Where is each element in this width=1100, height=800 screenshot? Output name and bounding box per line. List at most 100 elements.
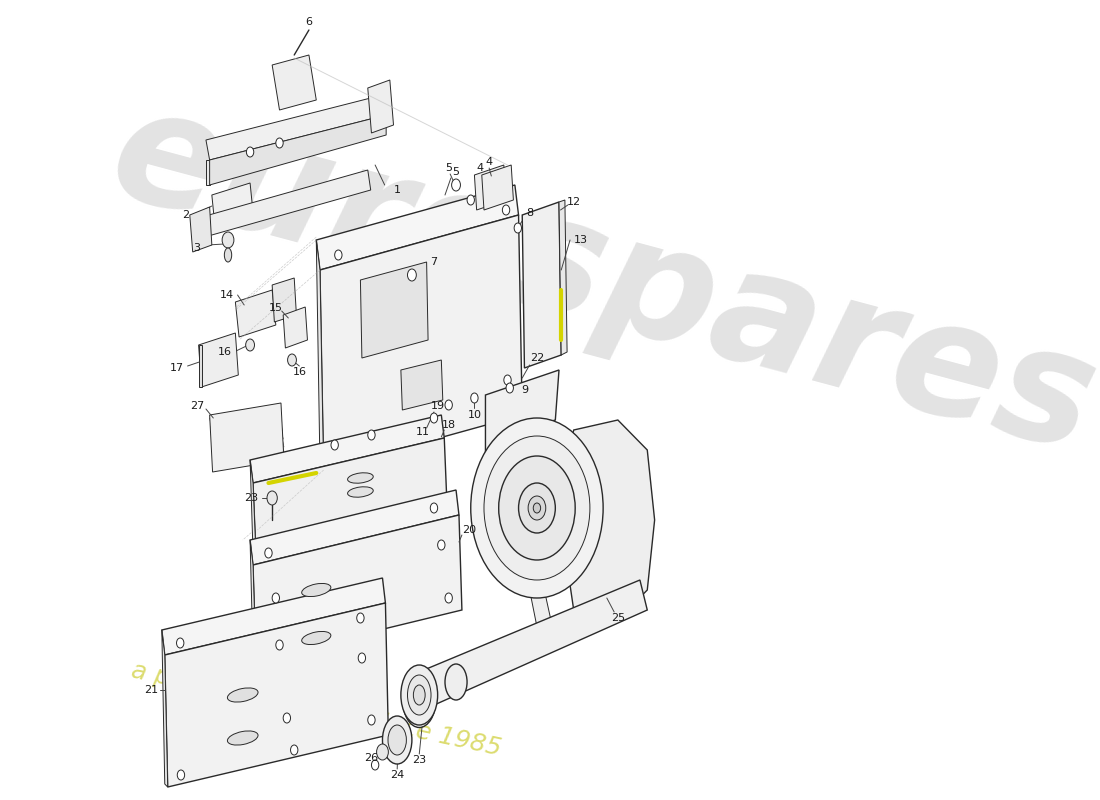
Circle shape: [177, 770, 185, 780]
Text: 7: 7: [430, 257, 438, 267]
Circle shape: [504, 375, 512, 385]
Circle shape: [276, 640, 283, 650]
Polygon shape: [206, 95, 386, 160]
Polygon shape: [191, 170, 371, 240]
Ellipse shape: [224, 248, 232, 262]
Text: 10: 10: [468, 410, 482, 420]
Text: 9: 9: [521, 385, 529, 395]
Circle shape: [528, 496, 546, 520]
Text: 16: 16: [293, 367, 307, 377]
Ellipse shape: [383, 716, 411, 764]
Polygon shape: [213, 448, 285, 465]
Circle shape: [283, 713, 290, 723]
Ellipse shape: [348, 486, 373, 498]
Polygon shape: [199, 333, 239, 387]
Circle shape: [331, 440, 339, 450]
Text: 17: 17: [169, 363, 184, 373]
Polygon shape: [162, 578, 385, 655]
Circle shape: [334, 250, 342, 260]
Circle shape: [514, 223, 521, 233]
Text: 5: 5: [446, 163, 452, 173]
Polygon shape: [559, 200, 568, 355]
Polygon shape: [250, 415, 444, 483]
Polygon shape: [272, 55, 317, 110]
Text: 1: 1: [394, 185, 400, 195]
Circle shape: [372, 760, 378, 770]
Circle shape: [176, 638, 184, 648]
Polygon shape: [250, 460, 256, 555]
Circle shape: [246, 147, 254, 157]
Text: 20: 20: [462, 525, 476, 535]
Ellipse shape: [446, 664, 468, 700]
Circle shape: [245, 339, 254, 351]
Circle shape: [518, 483, 556, 533]
Polygon shape: [529, 590, 556, 645]
Polygon shape: [317, 240, 323, 470]
Circle shape: [468, 195, 474, 205]
Circle shape: [452, 179, 461, 191]
Text: 6: 6: [306, 17, 312, 27]
Text: 21: 21: [144, 685, 157, 695]
Circle shape: [438, 540, 446, 550]
Text: 24: 24: [390, 770, 405, 780]
Circle shape: [376, 744, 388, 760]
Circle shape: [498, 456, 575, 560]
Circle shape: [222, 232, 234, 248]
Polygon shape: [253, 515, 462, 660]
Polygon shape: [317, 185, 518, 270]
Ellipse shape: [301, 631, 331, 645]
Circle shape: [356, 613, 364, 623]
Polygon shape: [210, 115, 386, 185]
Ellipse shape: [407, 675, 431, 715]
Polygon shape: [210, 416, 282, 433]
Text: 2: 2: [182, 210, 189, 220]
Polygon shape: [474, 165, 506, 210]
Polygon shape: [522, 202, 561, 368]
Polygon shape: [211, 424, 283, 441]
Polygon shape: [485, 370, 559, 482]
Polygon shape: [482, 165, 514, 210]
Circle shape: [506, 383, 514, 393]
Text: 12: 12: [566, 197, 581, 207]
Polygon shape: [253, 438, 448, 555]
Polygon shape: [210, 408, 280, 425]
Polygon shape: [272, 278, 296, 322]
Text: a passion for parts since 1985: a passion for parts since 1985: [129, 659, 504, 761]
Text: 18: 18: [441, 420, 455, 430]
Circle shape: [430, 413, 438, 423]
Polygon shape: [165, 603, 388, 787]
Polygon shape: [212, 440, 284, 457]
Circle shape: [287, 354, 296, 366]
Circle shape: [503, 205, 509, 215]
Polygon shape: [212, 432, 283, 449]
Polygon shape: [367, 80, 394, 133]
Polygon shape: [162, 630, 167, 787]
Circle shape: [484, 436, 590, 580]
Circle shape: [267, 491, 277, 505]
Ellipse shape: [400, 665, 438, 725]
Polygon shape: [206, 160, 210, 185]
Polygon shape: [400, 360, 443, 410]
Text: 26: 26: [364, 753, 377, 763]
Text: 23: 23: [244, 493, 258, 503]
Text: 16: 16: [218, 347, 231, 357]
Text: 4: 4: [485, 157, 493, 167]
Ellipse shape: [388, 725, 406, 755]
Ellipse shape: [228, 688, 258, 702]
Polygon shape: [411, 580, 647, 710]
Polygon shape: [566, 420, 654, 620]
Text: 13: 13: [574, 235, 589, 245]
Text: 11: 11: [416, 427, 430, 437]
Circle shape: [446, 400, 452, 410]
Polygon shape: [210, 403, 284, 472]
Polygon shape: [250, 490, 459, 565]
Ellipse shape: [414, 685, 425, 705]
Circle shape: [290, 745, 298, 755]
Circle shape: [367, 430, 375, 440]
Text: 3: 3: [192, 243, 200, 253]
Ellipse shape: [409, 682, 430, 718]
Polygon shape: [199, 345, 201, 387]
Text: 23: 23: [412, 755, 427, 765]
Text: 5: 5: [452, 167, 460, 177]
Text: 8: 8: [526, 208, 534, 218]
